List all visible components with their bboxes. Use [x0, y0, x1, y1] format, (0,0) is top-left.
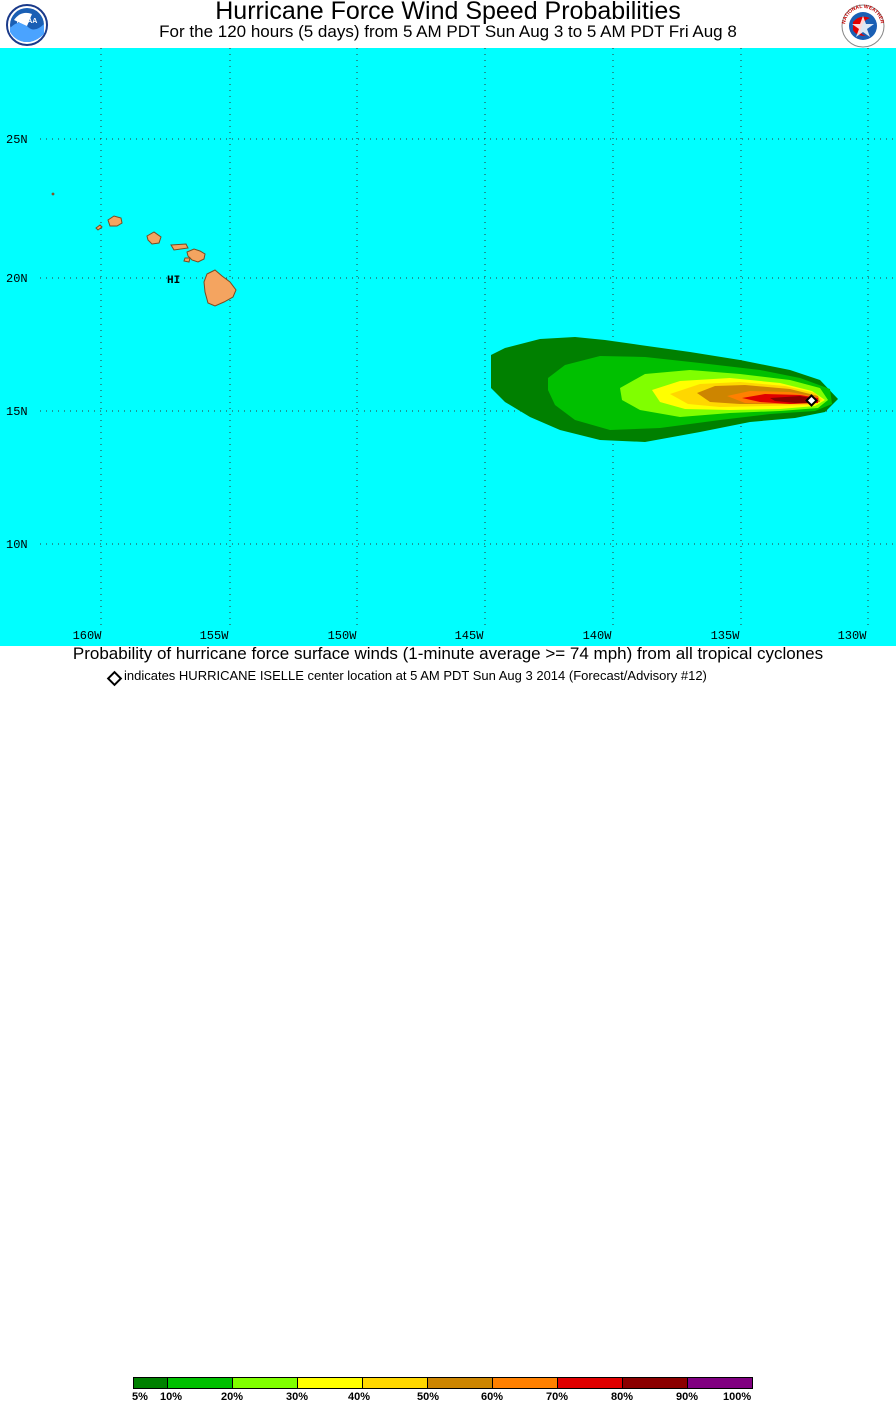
region-label-hawaii: HI — [167, 275, 180, 287]
legend-swatch-10-20 — [167, 1377, 233, 1389]
storm-center-note: indicates HURRICANE ISELLE center locati… — [124, 668, 707, 683]
island-niihau-speck — [51, 192, 55, 196]
storm-center-legend-marker — [106, 670, 123, 687]
header: NOAA Hurricane Force Wind Speed Probabil… — [0, 0, 896, 48]
legend-label: 100% — [723, 1391, 752, 1403]
probability-swath — [491, 337, 838, 442]
legend-swatch-20-30 — [232, 1377, 298, 1389]
lat-label: 20N — [6, 272, 28, 286]
ocean — [0, 48, 896, 646]
lat-label: 15N — [6, 405, 28, 419]
map-caption: Probability of hurricane force surface w… — [72, 644, 824, 663]
latitude-labels: 25N 20N 15N 10N — [6, 133, 28, 552]
legend-label: 20% — [221, 1391, 244, 1403]
page-subtitle: For the 120 hours (5 days) from 5 AM PDT… — [159, 22, 737, 41]
island-maui — [186, 248, 206, 263]
lon-label: 155W — [200, 629, 230, 643]
nws-logo: NATIONAL WEATHER SERVICE — [838, 0, 886, 48]
legend-label: 70% — [546, 1391, 569, 1403]
legend-label: 90% — [676, 1391, 699, 1403]
lon-label: 160W — [73, 629, 103, 643]
swath-80-percent — [770, 396, 816, 403]
island-oahu — [146, 231, 162, 245]
graticule — [40, 48, 896, 628]
legend-swatch-80-90 — [622, 1377, 688, 1389]
island-molokai — [170, 243, 189, 251]
island-kauai — [107, 215, 123, 227]
probability-legend: 5% 10% 20% 30% 40% 50% 60% 70% 80% 90% 1… — [0, 688, 896, 1403]
legend-label: 30% — [286, 1391, 309, 1403]
hawaiian-islands — [51, 192, 237, 307]
page-title: Hurricane Force Wind Speed Probabilities — [215, 0, 681, 25]
legend-label: 50% — [417, 1391, 440, 1403]
lon-label: 140W — [583, 629, 613, 643]
legend-label: 5% — [132, 1391, 148, 1403]
probability-map: HI 25N 20N 15N 10N 160W 155W 150W 14 — [0, 48, 896, 646]
lat-label: 25N — [6, 133, 28, 147]
storm-center-marker — [805, 394, 818, 407]
legend-swatch-5-10 — [133, 1377, 168, 1389]
island-niihau — [95, 224, 103, 231]
legend-label: 60% — [481, 1391, 504, 1403]
legend-label: 80% — [611, 1391, 634, 1403]
legend-swatch-30-40 — [297, 1377, 363, 1389]
lon-label: 145W — [455, 629, 485, 643]
longitude-labels: 160W 155W 150W 145W 140W 135W 130W — [73, 629, 868, 643]
legend-swatch-50-60 — [427, 1377, 493, 1389]
noaa-logo-text: NOAA — [17, 18, 38, 25]
legend-swatch-40-50 — [362, 1377, 428, 1389]
lon-label: 150W — [328, 629, 358, 643]
legend-label: 40% — [348, 1391, 371, 1403]
lon-label: 135W — [711, 629, 741, 643]
island-lanai — [183, 257, 191, 263]
island-big-island — [203, 269, 237, 307]
legend-swatch-70-80 — [557, 1377, 623, 1389]
legend-swatch-90-100 — [687, 1377, 753, 1389]
legend-swatch-60-70 — [492, 1377, 558, 1389]
lat-label: 10N — [6, 538, 28, 552]
noaa-logo: NOAA — [6, 4, 48, 46]
lon-label: 130W — [838, 629, 868, 643]
legend-label: 10% — [160, 1391, 183, 1403]
